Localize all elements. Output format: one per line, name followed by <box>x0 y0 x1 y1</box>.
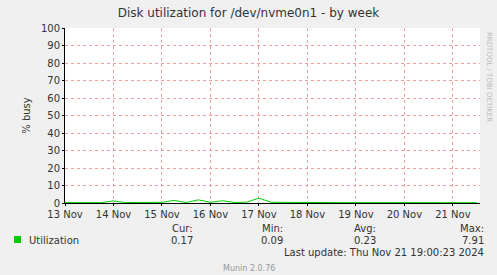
svg-text:14 Nov: 14 Nov <box>96 209 132 220</box>
svg-text:0.23: 0.23 <box>354 235 376 246</box>
svg-text:40: 40 <box>47 128 60 139</box>
svg-text:Min:: Min: <box>262 223 283 234</box>
svg-text:Avg:: Avg: <box>354 223 376 234</box>
svg-text:21 Nov: 21 Nov <box>435 209 471 220</box>
svg-text:100: 100 <box>41 23 60 34</box>
svg-text:Max:: Max: <box>460 223 484 234</box>
svg-text:Utilization: Utilization <box>29 235 79 246</box>
svg-text:50: 50 <box>47 110 60 121</box>
svg-text:90: 90 <box>47 40 60 51</box>
svg-text:20: 20 <box>47 163 60 174</box>
svg-text:% busy: % busy <box>21 97 32 134</box>
svg-text:30: 30 <box>47 145 60 156</box>
svg-text:70: 70 <box>47 75 60 86</box>
svg-text:RRDTOOL / TOBI OETIKER: RRDTOOL / TOBI OETIKER <box>485 32 493 122</box>
svg-text:60: 60 <box>47 93 60 104</box>
svg-text:15 Nov: 15 Nov <box>144 209 180 220</box>
svg-text:Disk utilization for /dev/nvme: Disk utilization for /dev/nvme0n1 - by w… <box>118 6 380 20</box>
svg-text:80: 80 <box>47 58 60 69</box>
svg-text:17 Nov: 17 Nov <box>241 209 277 220</box>
svg-text:18 Nov: 18 Nov <box>290 209 326 220</box>
svg-text:0.09: 0.09 <box>261 235 283 246</box>
svg-text:19 Nov: 19 Nov <box>338 209 374 220</box>
svg-text:7.91: 7.91 <box>462 235 484 246</box>
svg-text:16 Nov: 16 Nov <box>193 209 229 220</box>
svg-text:10: 10 <box>47 180 60 191</box>
svg-text:Last update: Thu Nov 21 19:00:: Last update: Thu Nov 21 19:00:23 2024 <box>284 247 484 258</box>
svg-text:0.17: 0.17 <box>171 235 193 246</box>
svg-text:Cur:: Cur: <box>172 223 193 234</box>
svg-text:20 Nov: 20 Nov <box>387 209 423 220</box>
svg-text:13 Nov: 13 Nov <box>47 209 83 220</box>
svg-text:0: 0 <box>54 198 60 209</box>
svg-text:Munin 2.0.76: Munin 2.0.76 <box>223 264 275 273</box>
